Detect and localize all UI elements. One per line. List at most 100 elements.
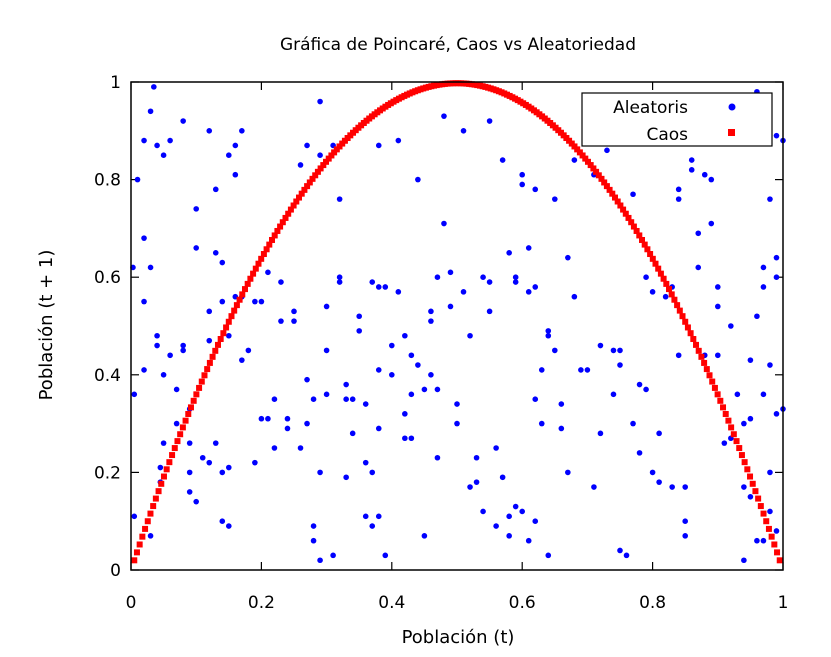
data-point-aleatoris xyxy=(643,386,649,393)
data-point-aleatoris xyxy=(226,464,232,471)
data-point-caos xyxy=(747,473,754,480)
legend: Aleatoris Caos xyxy=(581,92,773,147)
data-point-aleatoris xyxy=(219,259,226,266)
data-point-caos xyxy=(209,353,216,360)
data-point-caos xyxy=(603,183,610,190)
data-point-aleatoris xyxy=(160,152,167,158)
data-point-aleatoris xyxy=(389,342,395,349)
data-point-caos xyxy=(606,186,613,193)
data-point-aleatoris xyxy=(454,401,460,407)
data-point-aleatoris xyxy=(506,513,512,520)
data-point-caos xyxy=(304,183,311,190)
data-point-caos xyxy=(328,152,335,159)
data-point-caos xyxy=(136,541,143,548)
data-point-caos xyxy=(244,280,251,287)
data-point-caos xyxy=(730,431,737,438)
data-point-aleatoris xyxy=(597,342,604,349)
data-point-caos xyxy=(158,480,165,487)
data-point-aleatoris xyxy=(304,420,310,427)
data-point-aleatoris xyxy=(630,420,636,427)
data-point-caos xyxy=(682,318,689,325)
data-point-aleatoris xyxy=(310,537,317,544)
data-point-aleatoris xyxy=(154,332,160,339)
data-point-aleatoris xyxy=(415,176,421,183)
data-point-aleatoris xyxy=(767,362,773,368)
data-point-aleatoris xyxy=(134,176,141,183)
data-point-aleatoris xyxy=(382,284,389,290)
data-point-aleatoris xyxy=(349,430,356,437)
data-point-caos xyxy=(331,149,338,156)
data-point-caos xyxy=(695,347,702,354)
data-point-caos xyxy=(228,313,235,320)
data-point-caos xyxy=(593,168,600,175)
data-point-caos xyxy=(323,158,330,165)
data-point-aleatoris xyxy=(715,352,721,359)
data-point-aleatoris xyxy=(630,191,636,198)
data-point-aleatoris xyxy=(688,167,695,173)
data-point-caos xyxy=(271,232,278,239)
x-tick-label: 0.4 xyxy=(378,593,405,613)
data-point-caos xyxy=(725,417,732,424)
data-point-caos xyxy=(741,459,748,466)
data-point-caos xyxy=(206,359,213,366)
data-point-aleatoris xyxy=(591,484,597,490)
data-point-aleatoris xyxy=(617,347,623,354)
data-point-caos xyxy=(258,255,265,262)
data-point-caos xyxy=(617,202,624,209)
data-point-aleatoris xyxy=(447,303,454,310)
data-point-caos xyxy=(133,549,140,556)
data-point-caos xyxy=(139,533,146,540)
data-point-aleatoris xyxy=(408,391,415,398)
data-point-caos xyxy=(201,372,208,379)
y-tick-label: 0.2 xyxy=(94,463,121,483)
data-point-caos xyxy=(701,359,708,366)
data-point-caos xyxy=(220,330,227,337)
data-point-aleatoris xyxy=(649,289,656,295)
data-point-aleatoris xyxy=(369,523,376,529)
data-point-aleatoris xyxy=(284,415,291,422)
data-point-aleatoris xyxy=(506,250,512,256)
data-point-caos xyxy=(660,275,667,282)
data-point-aleatoris xyxy=(232,171,239,178)
data-point-aleatoris xyxy=(323,391,330,398)
data-point-aleatoris xyxy=(389,372,395,378)
x-axis-label: Población (t) xyxy=(402,627,515,648)
data-point-aleatoris xyxy=(232,142,239,149)
legend-label-aleatoris: Aleatoris xyxy=(613,98,688,118)
data-point-aleatoris xyxy=(219,298,226,305)
data-point-aleatoris xyxy=(486,279,493,285)
data-point-aleatoris xyxy=(245,347,252,354)
data-point-caos xyxy=(668,291,675,298)
data-point-aleatoris xyxy=(147,533,154,539)
data-point-caos xyxy=(204,366,211,373)
data-point-aleatoris xyxy=(708,220,715,227)
data-point-caos xyxy=(609,190,616,197)
data-point-aleatoris xyxy=(558,425,565,432)
data-point-aleatoris xyxy=(265,269,271,276)
data-point-aleatoris xyxy=(258,298,265,305)
data-point-aleatoris xyxy=(773,411,780,417)
data-point-aleatoris xyxy=(154,342,160,349)
data-point-caos xyxy=(179,424,186,431)
data-point-aleatoris xyxy=(226,152,232,158)
data-point-aleatoris xyxy=(141,298,147,305)
data-point-caos xyxy=(582,155,589,162)
data-point-aleatoris xyxy=(773,254,780,261)
data-point-aleatoris xyxy=(767,508,773,515)
data-point-aleatoris xyxy=(525,245,532,251)
data-point-aleatoris xyxy=(434,386,441,393)
data-point-caos xyxy=(628,219,635,226)
data-point-caos xyxy=(150,503,157,510)
data-point-caos xyxy=(166,459,173,466)
data-point-aleatoris xyxy=(512,274,519,281)
data-point-caos xyxy=(666,286,673,293)
data-point-caos xyxy=(709,378,716,385)
data-point-aleatoris xyxy=(323,303,330,310)
data-point-caos xyxy=(587,162,594,169)
data-point-aleatoris xyxy=(467,484,473,490)
data-point-aleatoris xyxy=(304,376,310,383)
data-point-caos xyxy=(693,341,700,348)
legend-box xyxy=(581,92,773,147)
data-point-caos xyxy=(576,149,583,156)
